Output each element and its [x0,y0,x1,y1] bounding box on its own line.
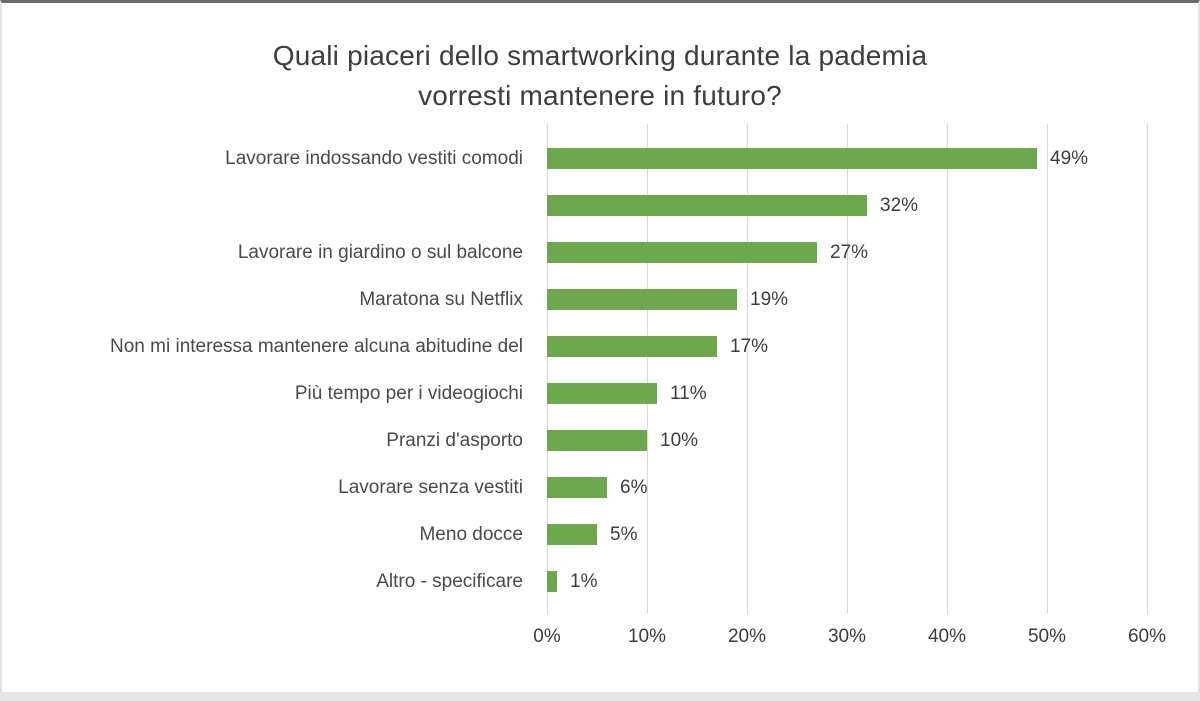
value-label: 11% [670,382,707,404]
bar-track: 11% [547,370,1147,417]
category-label: Più tempo per i videogiochi [294,382,523,404]
x-axis-tick-label: 60% [1127,626,1167,647]
chart-title: Quali piaceri dello smartworking durante… [2,36,1198,116]
bar [547,571,557,592]
value-label: 1% [570,570,598,592]
chart-row: Maratona su Netflix 19% [2,276,1198,323]
category-label: Lavorare in giardino o sul balcone [237,241,523,263]
chart-row: Lavorare indossando vestiti comodi 49% [2,135,1198,182]
bar-track: 27% [547,229,1147,276]
chart-rows: Lavorare indossando vestiti comodi 49% 32%… [2,135,1198,605]
gridline [947,124,948,614]
bar [547,148,1037,169]
chart-row: Lavorare senza vestiti 6% [2,464,1198,511]
gridline [647,124,648,614]
value-label: 49% [1050,147,1089,169]
chart-row: Lavorare in giardino o sul balcone 27% [2,229,1198,276]
bar [547,195,867,216]
category-label: Altro - specificare [376,570,523,592]
x-axis: 0% 10% 20% 30% 40% 50% 60% [533,626,1166,656]
chart-row: Più tempo per i videogiochi 11% [2,370,1198,417]
bar-track: 17% [547,323,1147,370]
x-axis-tick-label: 20% [727,626,767,647]
bar [547,430,647,451]
chart-row: 32% [2,182,1198,229]
bar-track: 6% [547,464,1147,511]
bar [547,336,717,357]
x-axis-tick-label: 40% [927,626,967,647]
chart-row: Altro - specificare 1% [2,558,1198,605]
x-axis-tick-label: 10% [627,626,667,647]
category-label: Lavorare senza vestiti [338,476,523,498]
chart-title-line-1: Quali piaceri dello smartworking durante… [272,40,928,71]
chart-row: Non mi interessa mantenere alcuna abitud… [2,323,1198,370]
value-label: 17% [730,335,769,357]
gridline [747,124,748,614]
value-label: 10% [660,429,699,451]
bar [547,242,817,263]
category-label: Pranzi d'asporto [386,429,523,451]
gridline [1147,124,1148,614]
chart-title-line-2: vorresti mantenere in futuro? [418,80,782,111]
value-label: 6% [620,476,648,498]
value-label: 32% [880,194,919,216]
bar-track: 5% [547,511,1147,558]
x-axis-tick-label: 0% [533,626,561,647]
bar [547,477,607,498]
chart-row: Meno docce 5% [2,511,1198,558]
bar [547,289,737,310]
bar-track: 32% [547,182,1147,229]
chart-row: Pranzi d'asporto 10% [2,417,1198,464]
value-label: 19% [750,288,789,310]
gridlines [547,124,1148,614]
category-label: Maratona su Netflix [359,288,523,310]
value-label: 27% [830,241,869,263]
gridline [547,124,548,614]
x-axis-tick-label: 50% [1027,626,1067,647]
gridline [1047,124,1048,614]
bar-track: 49% [547,135,1147,182]
category-label: Meno docce [419,523,523,545]
bar [547,383,657,404]
x-axis-tick-label: 30% [827,626,867,647]
value-label: 5% [610,523,638,545]
plot-area: Lavorare indossando vestiti comodi 49% 32%… [2,124,1198,669]
bar-track: 19% [547,276,1147,323]
category-label: Lavorare indossando vestiti comodi [225,147,523,169]
category-label: Non mi interessa mantenere alcuna abitud… [110,335,523,357]
bar-track: 10% [547,417,1147,464]
gridline [847,124,848,614]
bar [547,524,597,545]
bar-track: 1% [547,558,1147,605]
